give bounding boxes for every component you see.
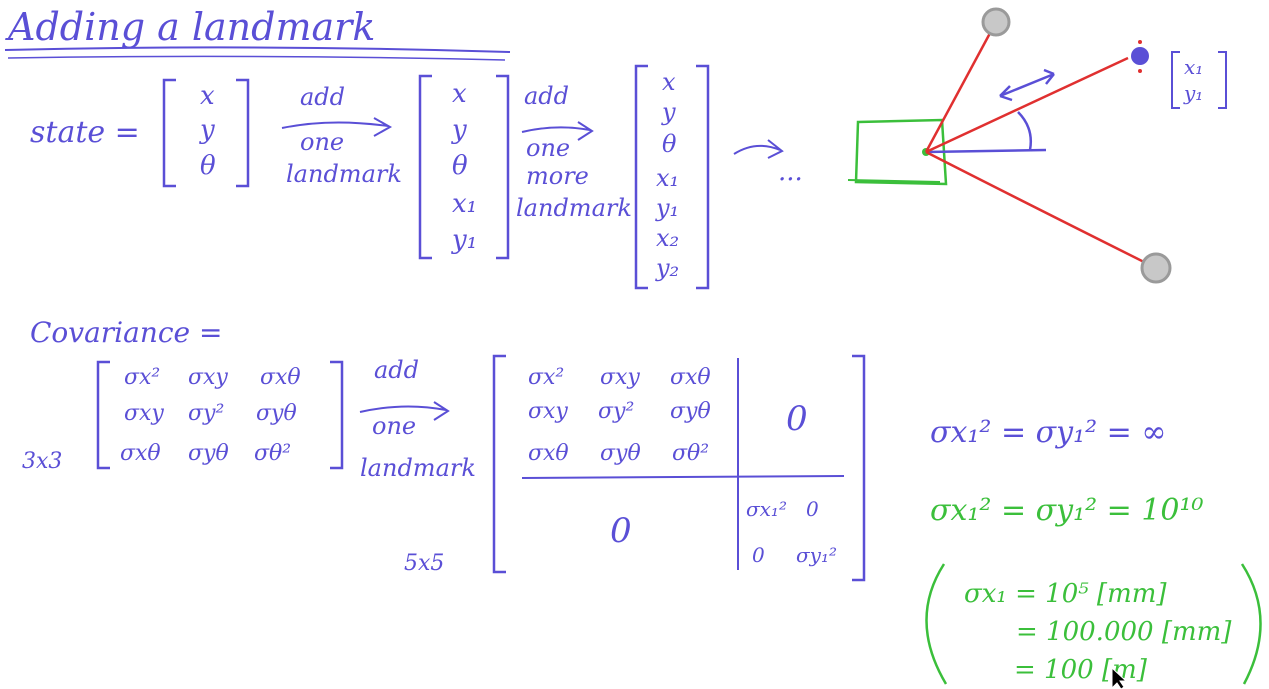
cov3-r0c0: σx² bbox=[124, 365, 160, 390]
vec3-x: x bbox=[200, 81, 215, 111]
ray-landmark-new bbox=[925, 56, 1129, 154]
landmark-vec-x1: x₁ bbox=[1184, 55, 1203, 79]
vec5-4: y₁ bbox=[451, 225, 477, 255]
cov3-r0c2: σxθ bbox=[260, 365, 301, 390]
state-vector-7 bbox=[634, 64, 710, 290]
landmark-bottom-icon bbox=[1140, 252, 1172, 284]
state-vector-3 bbox=[162, 78, 250, 188]
vec5-2: θ bbox=[452, 151, 468, 181]
arrow2-one: one bbox=[526, 134, 570, 162]
vec7-6: y₂ bbox=[655, 254, 679, 282]
cov3-r1c0: σxy bbox=[124, 401, 164, 426]
ray-landmark-top bbox=[924, 21, 998, 153]
landmark-vec-y1: y₁ bbox=[1183, 81, 1203, 105]
cov5-r0c2: σxθ bbox=[670, 365, 711, 390]
state-label: state = bbox=[30, 115, 140, 150]
landmark-new-icon bbox=[1131, 47, 1149, 65]
vec7-2: θ bbox=[662, 130, 677, 158]
bracket-right bbox=[236, 78, 250, 188]
vec7-1: y bbox=[661, 98, 676, 126]
vec7-0: x bbox=[662, 68, 676, 96]
cov3-r1c1: σy² bbox=[188, 401, 224, 426]
vec7-5: x₂ bbox=[656, 224, 679, 252]
note-line-1: σx₁ = 10⁵ [mm] bbox=[964, 579, 1167, 609]
mouse-cursor-icon bbox=[1111, 666, 1128, 689]
cov5-r2c0: σxθ bbox=[528, 441, 569, 466]
arrow3-arrow-icon bbox=[733, 139, 784, 159]
landmark-vector-brackets bbox=[1171, 51, 1227, 109]
vec3-theta: θ bbox=[200, 151, 216, 181]
arrow1-arrow-icon bbox=[281, 117, 393, 137]
partition-horizontal bbox=[521, 475, 845, 479]
ellipsis: ... bbox=[778, 157, 803, 187]
landmark-top-icon bbox=[981, 7, 1011, 37]
cov-arrow-add: add bbox=[374, 356, 419, 384]
title-underline bbox=[4, 46, 511, 53]
angle-arc bbox=[1017, 111, 1032, 151]
arrow1-one: one bbox=[300, 128, 344, 156]
cov5-brackets bbox=[492, 354, 866, 582]
vec5-3: x₁ bbox=[452, 189, 477, 219]
size-3x3: 3x3 bbox=[22, 449, 62, 474]
cov-arrow-icon bbox=[359, 401, 450, 421]
vec3-y: y bbox=[199, 115, 215, 145]
state-vector-5 bbox=[418, 74, 510, 260]
cov5-r0c1: σxy bbox=[600, 365, 640, 390]
bracket-left bbox=[162, 78, 176, 188]
note-parentheses bbox=[925, 563, 1262, 685]
vec5-1: y bbox=[451, 115, 467, 145]
cov3-r0c1: σxy bbox=[188, 365, 228, 390]
cov-arrow-one: one bbox=[372, 412, 416, 440]
arrow2-more: more bbox=[526, 162, 589, 190]
cov5-r1c0: σxy bbox=[528, 399, 568, 424]
arrow1-landmark: landmark bbox=[286, 160, 402, 188]
note-infinity: σx₁² = σy₁² = ∞ bbox=[930, 415, 1166, 450]
cov3-brackets bbox=[96, 360, 344, 470]
arrow2-arrow-icon bbox=[521, 121, 594, 141]
arrow2-landmark: landmark bbox=[516, 194, 632, 222]
covariance-label: Covariance = bbox=[30, 316, 222, 349]
cov-arrow-landmark: landmark bbox=[360, 454, 476, 482]
cov5-r0c0: σx² bbox=[528, 365, 564, 390]
cov5-zero-bottom-left: 0 bbox=[610, 511, 632, 551]
block-r0c0: σx₁² bbox=[746, 497, 787, 521]
arrow1-add: add bbox=[300, 83, 345, 111]
size-5x5: 5x5 bbox=[404, 551, 444, 576]
robot-sketch bbox=[847, 7, 1172, 284]
heading-line bbox=[925, 148, 1047, 154]
cov5-zero-top-right: 0 bbox=[786, 399, 808, 439]
ray-landmark-bottom bbox=[925, 150, 1153, 268]
title-underline-2 bbox=[7, 55, 506, 61]
block-r1c1: σy₁² bbox=[796, 543, 837, 567]
cov5-r1c1: σy² bbox=[598, 399, 634, 424]
vec5-0: x bbox=[452, 79, 467, 109]
cov3-r2c0: σxθ bbox=[120, 441, 161, 466]
block-r0c1: 0 bbox=[806, 497, 819, 521]
note-ten-pow-ten: σx₁² = σy₁² = 10¹⁰ bbox=[930, 493, 1204, 528]
cov5-r2c1: σyθ bbox=[600, 441, 641, 466]
vec7-4: y₁ bbox=[655, 194, 679, 222]
cov3-r2c2: σθ² bbox=[254, 441, 291, 466]
note-line-2: = 100.000 [mm] bbox=[1016, 617, 1232, 647]
vec7-3: x₁ bbox=[656, 164, 679, 192]
cov5-r2c2: σθ² bbox=[672, 441, 709, 466]
arrow2-add: add bbox=[524, 82, 569, 110]
cov3-r1c2: σyθ bbox=[256, 401, 297, 426]
cov5-r1c2: σyθ bbox=[670, 399, 711, 424]
block-r1c0: 0 bbox=[752, 543, 765, 567]
note-line-3: = 100 [m] bbox=[1014, 655, 1148, 685]
title: Adding a landmark bbox=[5, 5, 375, 49]
range-arrow-icon bbox=[999, 68, 1055, 102]
robot-body bbox=[854, 118, 948, 186]
cov3-r2c1: σyθ bbox=[188, 441, 229, 466]
